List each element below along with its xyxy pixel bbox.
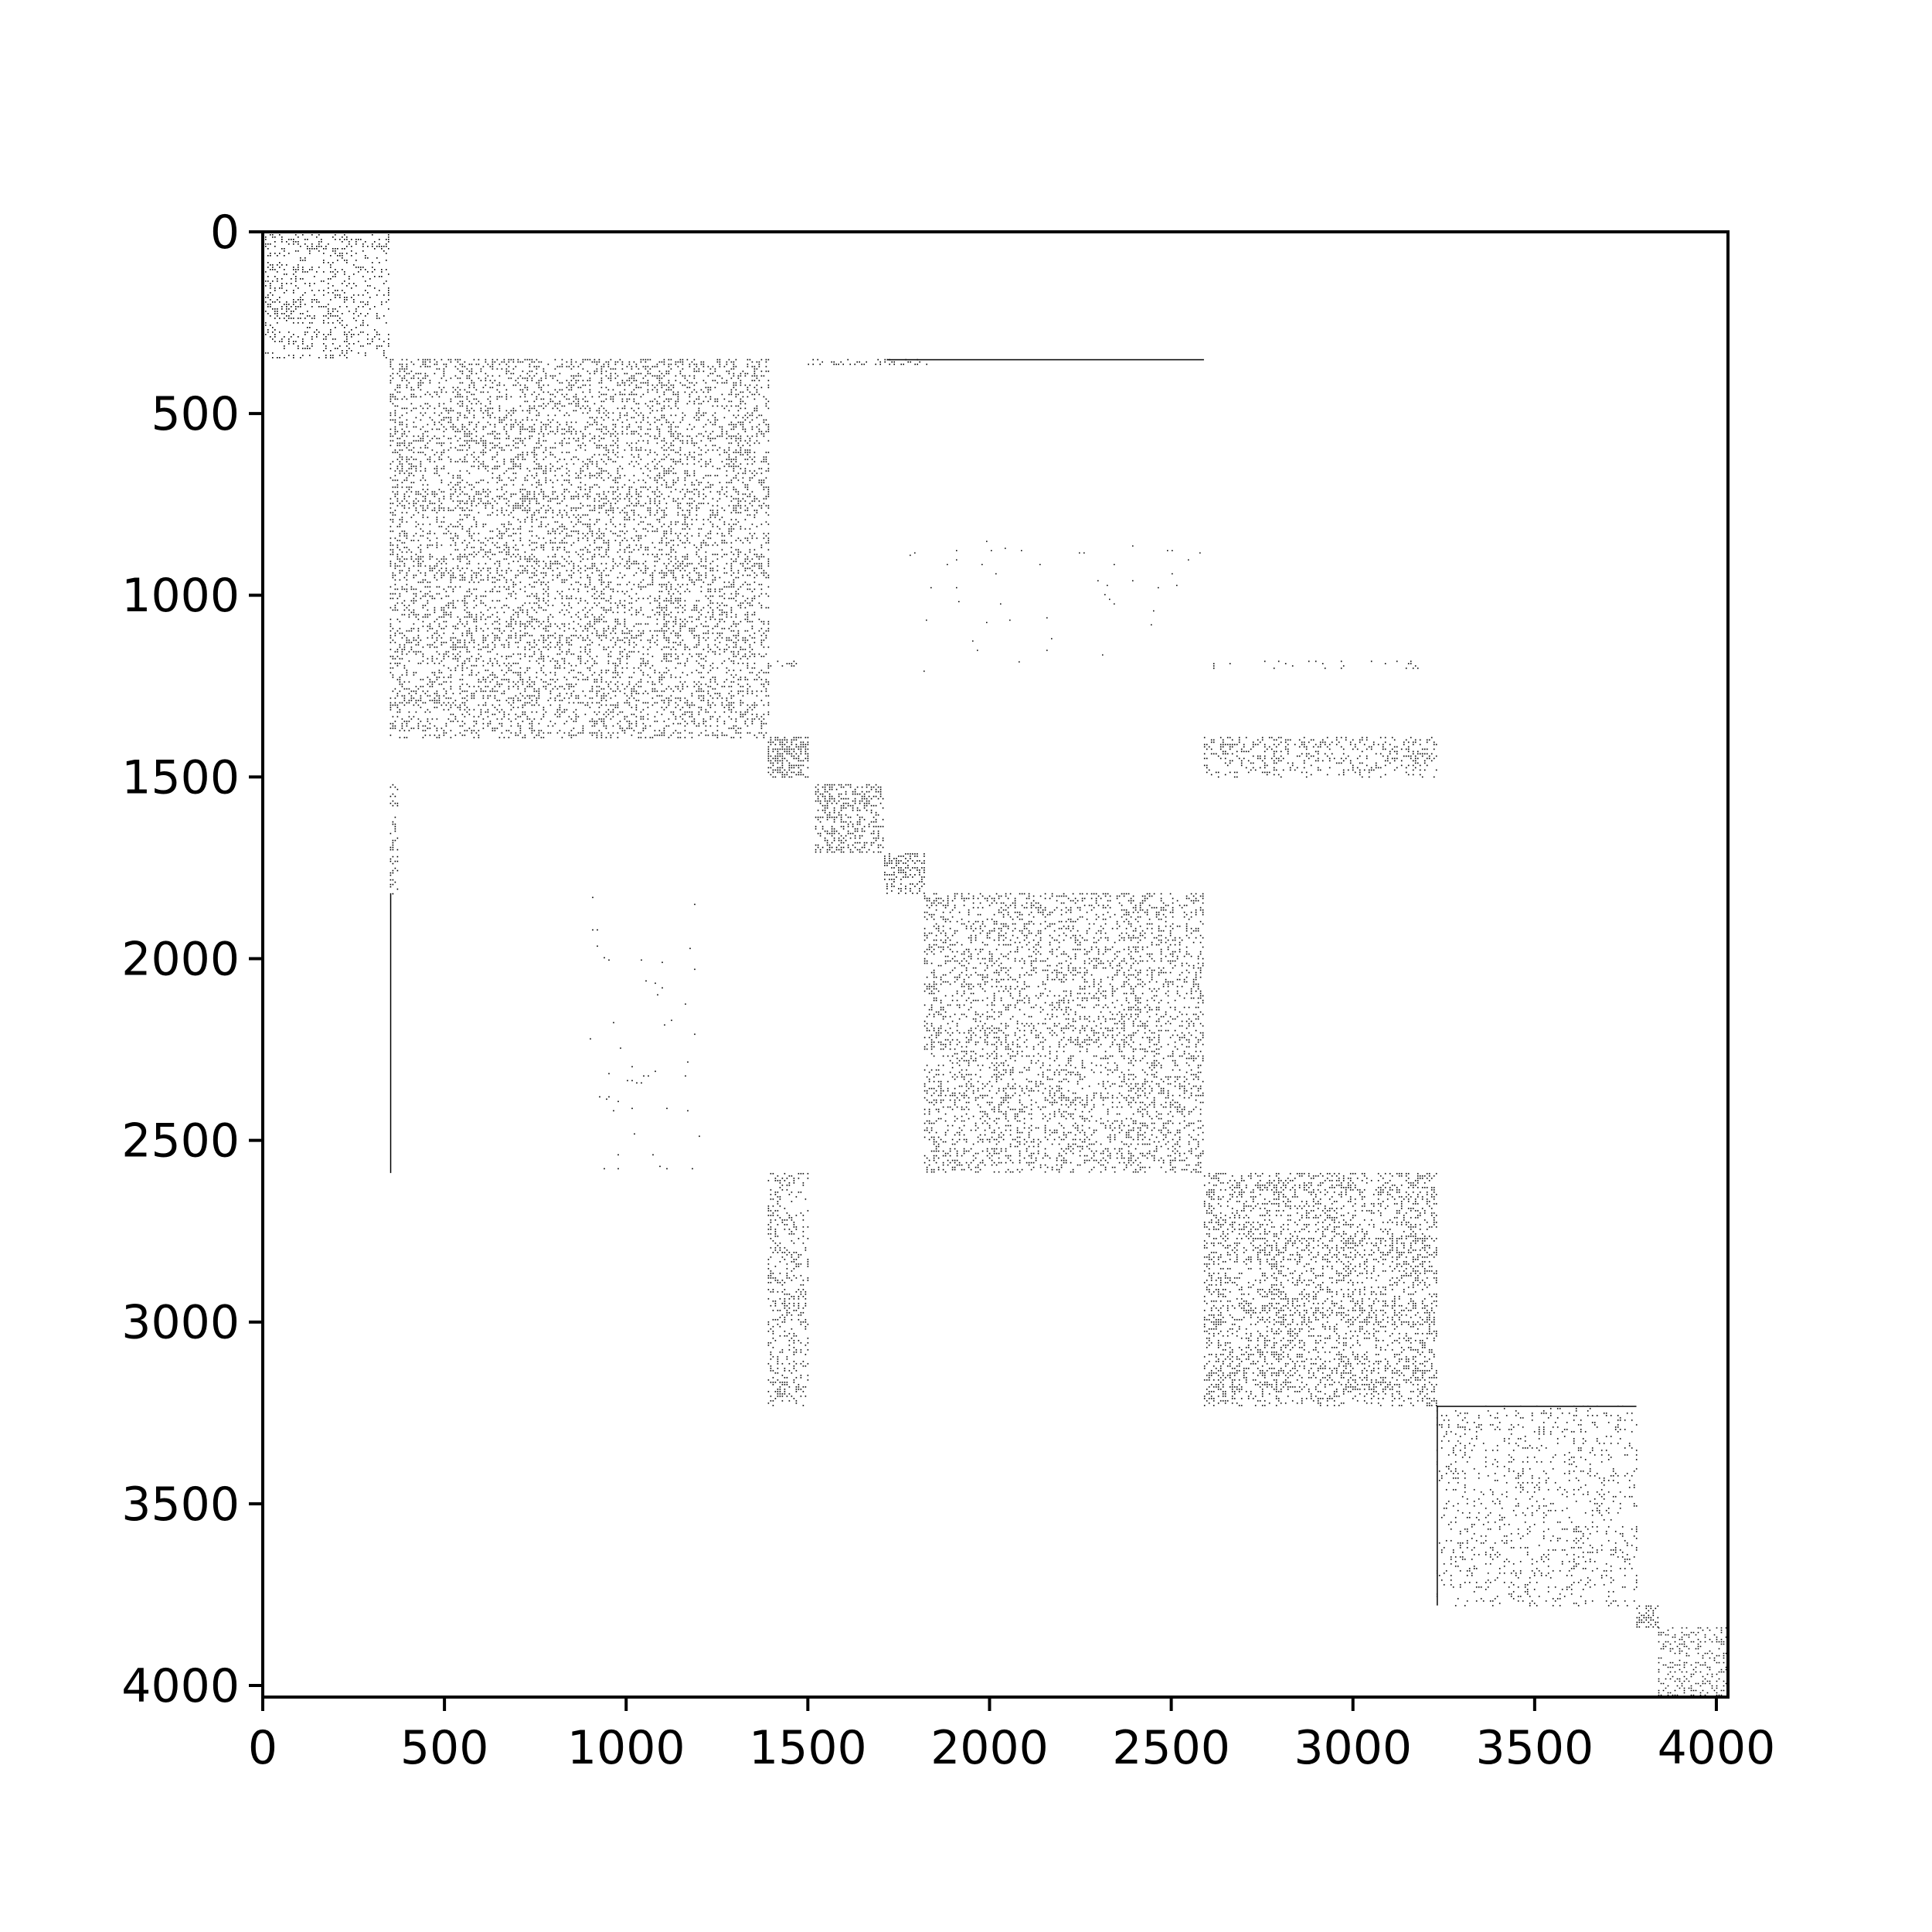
scattered-region — [767, 660, 798, 667]
diagonal-block — [1636, 1605, 1659, 1628]
x-tick-label: 3500 — [1475, 1721, 1594, 1775]
nonzero-mark — [923, 893, 1204, 1173]
nonzero-mark — [1203, 736, 1437, 778]
x-tick-label: 0 — [248, 1721, 277, 1775]
axis-ticks: 0 500 1000 1500 2000 2500 3000 3500 400005001000… — [121, 206, 1775, 1775]
nonzero-mark — [767, 736, 809, 778]
y-tick-label: 1000 — [121, 569, 240, 623]
y-tick-label: 3000 — [121, 1296, 240, 1350]
nonzero-mark — [263, 232, 389, 359]
x-tick-label: 3000 — [1294, 1721, 1412, 1775]
nonzero-mark — [1636, 1605, 1659, 1628]
diagonal-block — [1658, 1627, 1728, 1697]
x-tick-label: 1500 — [749, 1721, 867, 1775]
diagonal-block — [1203, 1172, 1437, 1406]
nonzero-marks — [263, 232, 1728, 1697]
off-diagonal-block — [1203, 736, 1437, 778]
nonzero-mark — [884, 853, 925, 894]
x-tick-label: 1000 — [567, 1721, 685, 1775]
x-tick-label: 2500 — [1112, 1721, 1230, 1775]
y-tick-label: 4000 — [121, 1659, 240, 1713]
x-tick-label: 500 — [400, 1721, 489, 1775]
nonzero-mark — [815, 784, 884, 853]
nonzero-mark — [808, 359, 927, 366]
y-tick-label: 2000 — [121, 932, 240, 986]
diagonal-block — [263, 232, 389, 359]
plot-area-frame — [261, 230, 1730, 1699]
diagonal-block — [767, 736, 809, 778]
y-tick-label: 1500 — [121, 750, 240, 804]
y-tick-label: 2500 — [121, 1114, 240, 1168]
x-tick-label: 4000 — [1658, 1721, 1776, 1775]
nonzero-mark — [767, 660, 798, 667]
y-tick-label: 3500 — [121, 1478, 240, 1532]
nonzero-mark — [1203, 1172, 1437, 1406]
nonzero-mark — [1658, 1627, 1728, 1697]
diagonal-block — [884, 853, 925, 894]
diagonal-block — [815, 784, 884, 853]
y-tick-label: 0 — [210, 206, 240, 260]
off-diagonal-block — [808, 359, 927, 366]
x-tick-label: 2000 — [930, 1721, 1049, 1775]
diagonal-block — [923, 893, 1204, 1173]
y-tick-label: 500 — [151, 387, 240, 441]
